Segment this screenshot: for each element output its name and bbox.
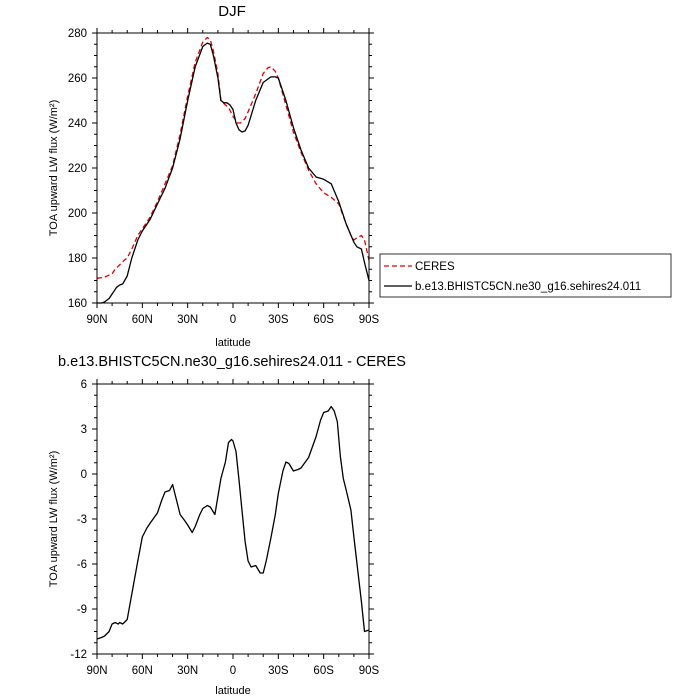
- bottom-x-tick-label: 30N: [177, 665, 198, 677]
- bottom-y-tick-labels: -12 -9 -6 -3 0 3 6: [70, 379, 87, 661]
- top-y-axis-label: TOA upward LW flux (W/m²): [48, 100, 60, 237]
- top-chart-title: DJF: [218, 3, 246, 20]
- top-ticks: [92, 28, 374, 308]
- bottom-y-axis-label: TOA upward LW flux (W/m²): [48, 451, 60, 588]
- bottom-y-tick-label: -9: [77, 604, 87, 616]
- top-x-tick-label: 30S: [268, 314, 289, 326]
- top-x-tick-labels: 90N 60N 30N 0 30S 60S 90S: [86, 314, 379, 326]
- bottom-x-tick-label: 0: [230, 665, 236, 677]
- bottom-series-group: [96, 405, 370, 640]
- top-series-group: [96, 36, 370, 304]
- bottom-chart-title: b.e13.BHISTC5CN.ne30_g16.sehires24.011 -…: [58, 354, 406, 370]
- top-x-tick-label: 30N: [177, 314, 198, 326]
- bottom-x-tick-labels: 90N 60N 30N 0 30S 60S 90S: [86, 665, 379, 677]
- bottom-plot-frame: [96, 383, 370, 655]
- top-x-tick-label: 90S: [359, 314, 380, 326]
- top-series-line-ceres: [96, 36, 370, 279]
- top-x-tick-label: 90N: [86, 314, 107, 326]
- bottom-series-line-difference: [96, 405, 370, 640]
- bottom-x-tick-label: 90N: [86, 665, 107, 677]
- top-y-tick-label: 240: [68, 118, 87, 130]
- legend: CERES b.e13.BHISTC5CN.ne30_g16.sehires24…: [379, 253, 672, 298]
- bottom-panel: b.e13.BHISTC5CN.ne30_g16.sehires24.011 -…: [48, 354, 406, 697]
- legend-label-ceres: CERES: [415, 261, 455, 273]
- bottom-x-axis-label: latitude: [215, 685, 250, 697]
- bottom-y-tick-label: 3: [81, 424, 87, 436]
- top-panel: DJF 90N 60N 30N 0 30S 60S 90S 160 180 200 220 240 2…: [48, 3, 380, 349]
- top-y-tick-label: 180: [68, 253, 87, 265]
- top-x-tick-label: 0: [230, 314, 236, 326]
- top-x-tick-label: 60S: [313, 314, 334, 326]
- legend-box: [379, 253, 672, 298]
- top-y-tick-label: 260: [68, 73, 87, 85]
- bottom-y-tick-label: -12: [70, 649, 87, 661]
- bottom-y-tick-label: 6: [81, 379, 87, 391]
- bottom-x-tick-label: 30S: [268, 665, 289, 677]
- top-y-tick-label: 200: [68, 208, 87, 220]
- top-y-tick-labels: 160 180 200 220 240 260 280: [68, 28, 87, 310]
- bottom-x-tick-label: 60S: [313, 665, 334, 677]
- top-y-tick-label: 280: [68, 28, 87, 40]
- top-x-axis-label: latitude: [215, 337, 250, 349]
- bottom-y-tick-label: -3: [77, 514, 87, 526]
- top-y-tick-label: 160: [68, 298, 87, 310]
- top-x-tick-label: 60N: [132, 314, 153, 326]
- bottom-ticks: [92, 379, 374, 659]
- bottom-x-tick-label: 90S: [359, 665, 380, 677]
- bottom-y-tick-label: 0: [81, 469, 87, 481]
- top-series-line-model: [97, 42, 370, 304]
- bottom-x-tick-label: 60N: [132, 665, 153, 677]
- legend-label-model: b.e13.BHISTC5CN.ne30_g16.sehires24.011: [415, 281, 641, 293]
- bottom-y-tick-label: -6: [77, 559, 87, 571]
- top-y-tick-label: 220: [68, 163, 87, 175]
- top-plot-frame: [96, 32, 370, 304]
